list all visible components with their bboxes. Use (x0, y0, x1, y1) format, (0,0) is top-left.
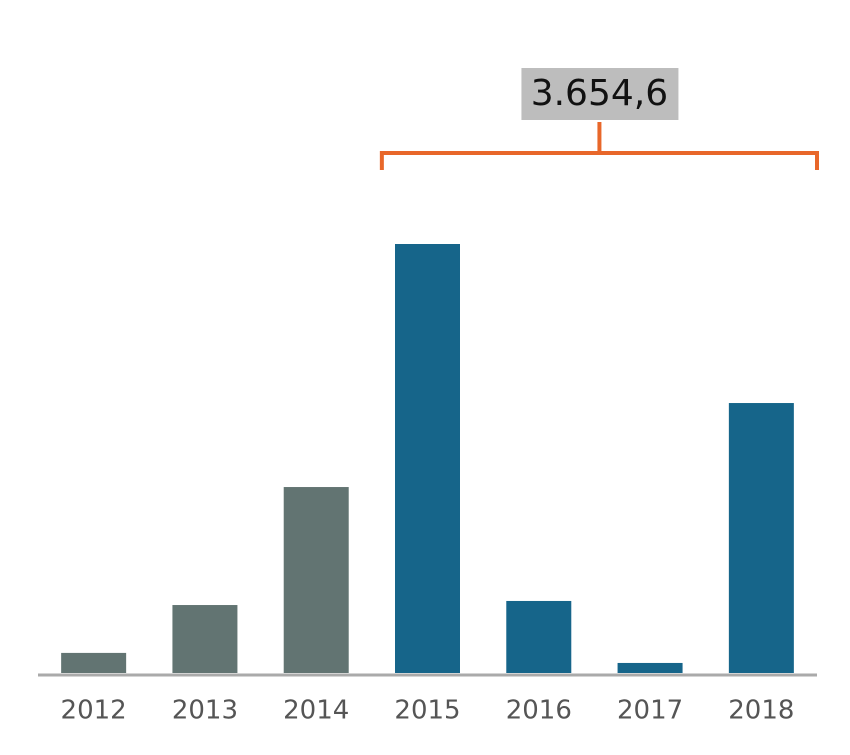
bar (395, 244, 460, 673)
x-tick-label: 2016 (506, 696, 572, 726)
bar (617, 662, 683, 673)
bar (283, 487, 349, 673)
x-tick-label: 2013 (172, 696, 238, 726)
bar (61, 652, 127, 673)
x-tick-label: 2015 (394, 696, 460, 726)
bar (506, 600, 572, 673)
annotation-box (521, 68, 679, 120)
bar (172, 605, 238, 673)
bracket (379, 122, 819, 170)
x-tick-label: 2014 (283, 696, 349, 726)
x-tick-label: 2012 (61, 696, 127, 726)
x-tick-label: 2018 (728, 696, 794, 726)
annotation-label: 3.654,6 (531, 73, 668, 114)
bar (728, 403, 794, 673)
x-tick-label: 2017 (617, 696, 683, 726)
